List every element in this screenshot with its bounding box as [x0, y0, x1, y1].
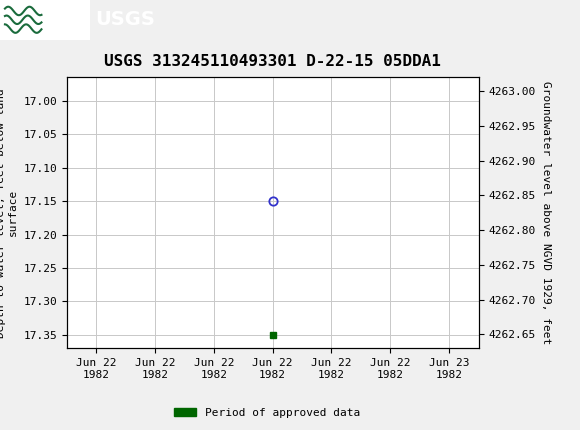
Title: USGS 313245110493301 D-22-15 05DDA1: USGS 313245110493301 D-22-15 05DDA1: [104, 54, 441, 69]
Bar: [0, 0, 90, 40]
Y-axis label: Groundwater level above NGVD 1929, feet: Groundwater level above NGVD 1929, feet: [541, 81, 551, 344]
Y-axis label: Depth to water level, feet below land
surface: Depth to water level, feet below land su…: [0, 88, 17, 338]
Legend: Period of approved data: Period of approved data: [169, 403, 364, 422]
Text: USGS: USGS: [96, 10, 155, 29]
